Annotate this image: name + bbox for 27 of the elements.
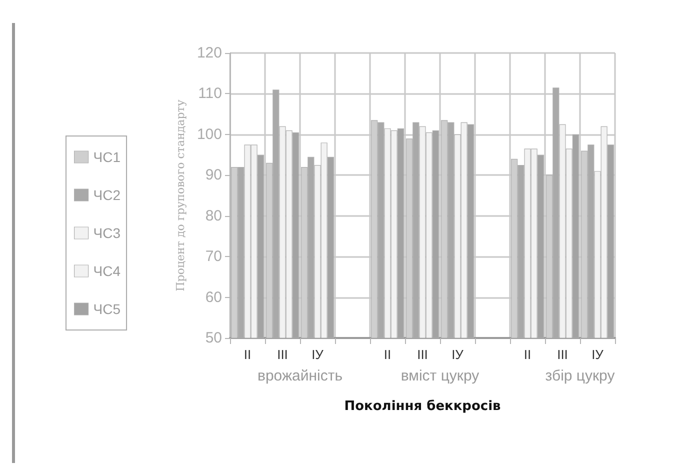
x-tick-label: III	[417, 347, 428, 362]
y-tick-label: 90	[205, 166, 222, 184]
y-tick-label: 70	[205, 248, 222, 266]
x-tick-label: II	[524, 347, 532, 362]
text: врожайність	[257, 368, 343, 384]
x-tick-label: II	[244, 347, 252, 362]
x-tick-label: III	[277, 347, 288, 362]
legend-label: ЧС3	[93, 225, 121, 241]
x-tick-label: IУ	[312, 347, 324, 362]
x-tick-label: II	[384, 347, 392, 362]
x-tick-label: III	[557, 347, 568, 362]
y-tick-label: 110	[198, 85, 222, 102]
y-tick-label: 120	[196, 44, 222, 62]
y-tick-label: 100	[196, 126, 222, 143]
x-tick-label: IУ	[592, 347, 604, 362]
y-tick-label: 50	[205, 330, 222, 346]
legend-label: ЧС2	[93, 187, 121, 203]
y-tick-label: 80	[205, 207, 222, 224]
text: збір цукру	[545, 368, 616, 384]
y-axis-title: Процент до групового стандарту	[174, 99, 188, 292]
x-tick-label: IУ	[452, 347, 464, 362]
y-tick-label: 60	[205, 288, 222, 306]
x-axis-title: Покоління беккросів	[344, 399, 501, 414]
legend-label: ЧС5	[93, 301, 121, 317]
legend-label: ЧС1	[93, 149, 121, 165]
legend-label: ЧС4	[93, 263, 121, 279]
text: вміст цукру	[400, 368, 480, 384]
